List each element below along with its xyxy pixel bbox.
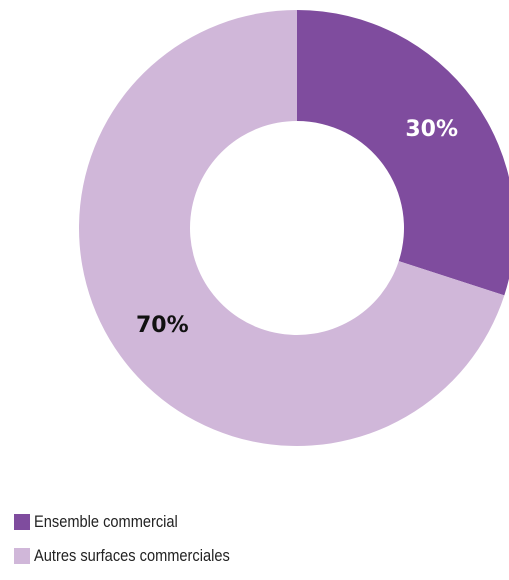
donut-slice-label-2: 70% — [136, 313, 189, 338]
chart-legend: Ensemble commercial Autres surfaces comm… — [14, 512, 262, 580]
legend-item-ensemble-commercial: Ensemble commercial — [14, 512, 262, 532]
legend-swatch-autres-surfaces — [14, 548, 30, 564]
donut-slice-1 — [297, 10, 509, 296]
legend-item-autres-surfaces: Autres surfaces commerciales — [14, 546, 262, 566]
donut-slice-2 — [79, 10, 505, 447]
donut-slice-label-1: 30% — [405, 117, 458, 142]
legend-label-autres-surfaces: Autres surfaces commerciales — [34, 546, 230, 565]
legend-swatch-ensemble-commercial — [14, 514, 30, 530]
legend-label-ensemble-commercial: Ensemble commercial — [34, 512, 178, 531]
